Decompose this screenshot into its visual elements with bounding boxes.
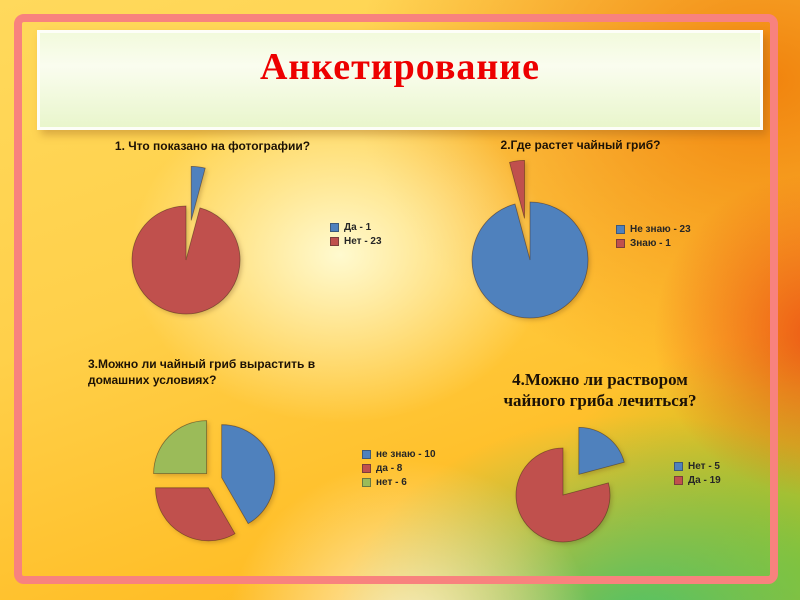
legend-label: не знаю - 10 <box>376 449 436 460</box>
legend-label: Не знаю - 23 <box>630 224 691 235</box>
legend-swatch <box>362 478 371 487</box>
pie-slice <box>131 205 241 315</box>
legend-item: Нет - 5 <box>674 461 721 472</box>
pie-slice <box>221 424 276 525</box>
legend-swatch <box>362 450 371 459</box>
legend-item: Да - 1 <box>330 222 382 233</box>
legend-label: Нет - 5 <box>688 461 720 472</box>
legend-swatch <box>674 462 683 471</box>
chart-1-title: 1. Что показано на фотографии? <box>114 139 311 153</box>
title-panel: Анкетирование <box>37 30 763 130</box>
chart-3-title: 3.Можно ли чайный гриб вырастить в домаш… <box>88 357 316 387</box>
pie-chart-4 <box>515 426 625 543</box>
legend-item: Да - 19 <box>674 475 721 486</box>
legend-swatch <box>330 223 339 232</box>
pie-slice <box>190 165 206 221</box>
legend-label: Да - 19 <box>688 475 721 486</box>
chart-4-title: 4.Можно ли раствором чайного гриба лечит… <box>503 370 697 410</box>
legend-swatch <box>362 464 371 473</box>
pie-slice <box>515 447 611 543</box>
legend-label: да - 8 <box>376 463 403 474</box>
chart-1-legend: Да - 1 Нет - 23 <box>330 222 382 247</box>
legend-label: нет - 6 <box>376 477 407 488</box>
legend-swatch <box>616 239 625 248</box>
pie-slice <box>509 159 525 219</box>
chart-3-legend: не знаю - 10 да - 8 нет - 6 <box>362 449 436 488</box>
chart-2-legend: Не знаю - 23 Знаю - 1 <box>616 224 691 249</box>
legend-item: Нет - 23 <box>330 236 382 247</box>
legend-swatch <box>616 225 625 234</box>
pie-slice <box>153 420 208 475</box>
pie-slice <box>155 487 236 542</box>
legend-swatch <box>330 237 339 246</box>
legend-label: Знаю - 1 <box>630 238 671 249</box>
pie-slice <box>578 426 625 475</box>
pie-slice <box>471 201 589 319</box>
slide-title: Анкетирование <box>259 46 541 88</box>
legend-item: да - 8 <box>362 463 436 474</box>
pie-chart-1 <box>131 165 241 315</box>
chart-2-title: 2.Где растет чайный гриб? <box>500 138 661 152</box>
legend-swatch <box>674 476 683 485</box>
pie-chart-2 <box>471 159 589 319</box>
legend-label: Нет - 23 <box>344 236 382 247</box>
legend-item: нет - 6 <box>362 477 436 488</box>
legend-item: Знаю - 1 <box>616 238 691 249</box>
chart-4-legend: Нет - 5 Да - 19 <box>674 461 721 486</box>
legend-item: Не знаю - 23 <box>616 224 691 235</box>
legend-item: не знаю - 10 <box>362 449 436 460</box>
pie-chart-3 <box>153 420 276 542</box>
legend-label: Да - 1 <box>344 222 372 233</box>
